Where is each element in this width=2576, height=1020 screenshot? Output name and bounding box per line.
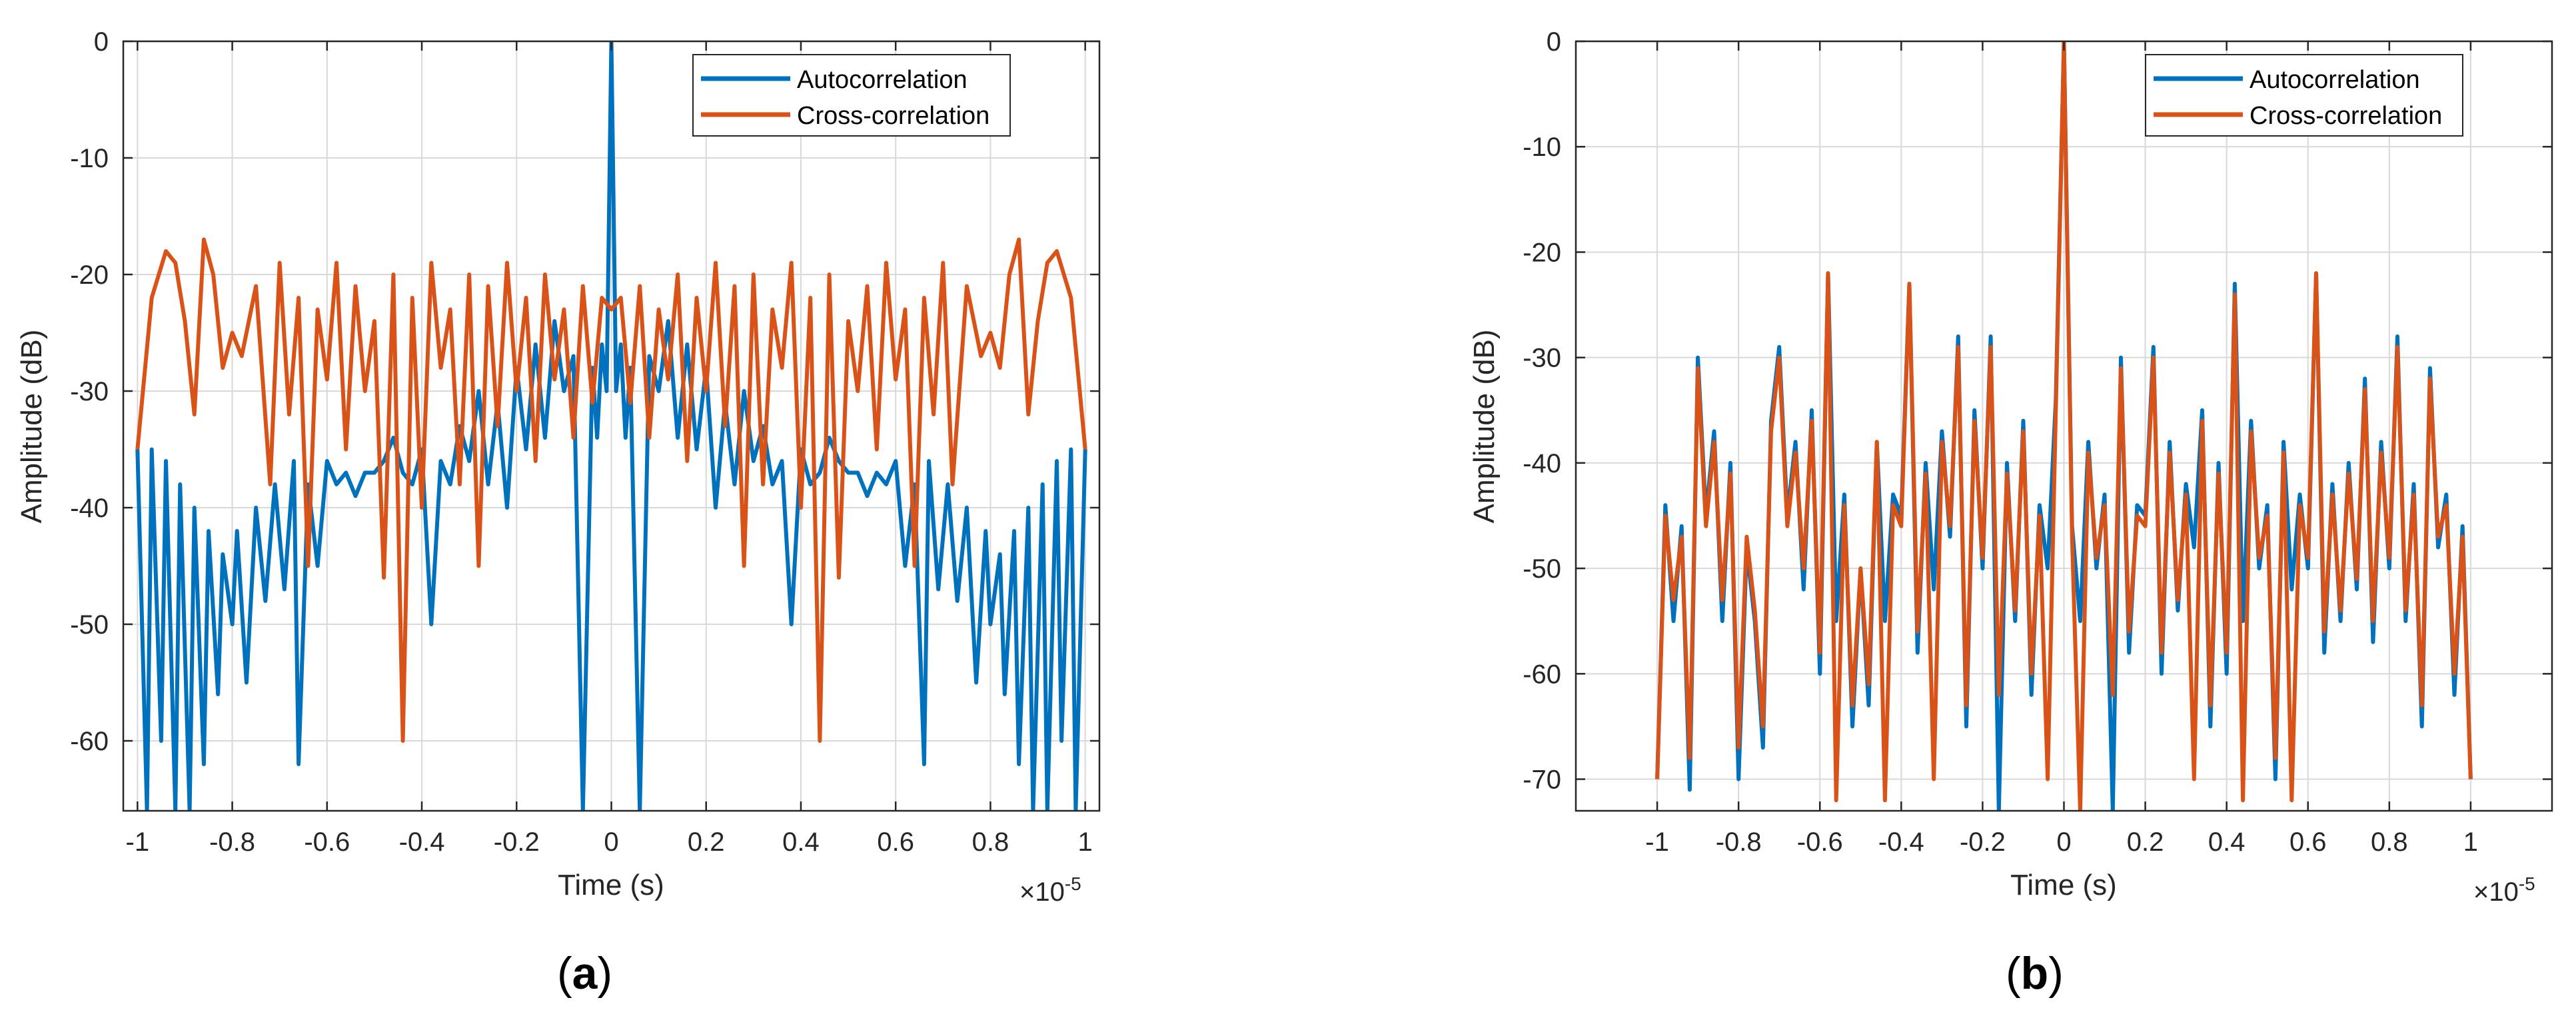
x-tick-label: -0.6 — [1797, 827, 1843, 857]
x-axis-label-b: Time (s) — [2010, 869, 2117, 901]
panel-label-b: b — [2021, 948, 2049, 999]
x-tick-label: 0 — [604, 827, 618, 857]
x-tick-label: 0.6 — [2289, 827, 2327, 857]
legend-label-cross-correlation-b: Cross-correlation — [2250, 102, 2442, 130]
y-tick-label: -20 — [1523, 238, 1561, 267]
series-line-cross-correlation — [1655, 41, 2473, 811]
x-tick-label: 0.4 — [2208, 827, 2246, 857]
chart-panel-a: -1 -0.8 -0.6 -0.4 -0.2 0 0.2 0.4 0.6 0.8 1 0 -10 -20 -… — [15, 27, 1101, 907]
y-tick-label: -60 — [70, 727, 109, 756]
ticks-a: -1 -0.8 -0.6 -0.4 -0.2 0 0.2 0.4 0.6 0.8 1 0 -10 -20 -… — [70, 27, 1099, 857]
y-tick-label: -40 — [70, 494, 109, 523]
y-tick-label: -50 — [1523, 554, 1561, 584]
caption-a: (a) — [557, 948, 612, 999]
x-tick-label: -0.8 — [209, 827, 255, 857]
y-tick-label: -40 — [1523, 449, 1561, 478]
series-group-b — [1655, 41, 2473, 811]
x-tick-label: 0.8 — [2371, 827, 2408, 857]
x-tick-label: -0.6 — [304, 827, 350, 857]
x-tick-label: -0.8 — [1716, 827, 1762, 857]
x-tick-label: 0.4 — [782, 827, 820, 857]
svg-text:(a): (a) — [557, 948, 612, 999]
x-tick-label: 0.2 — [688, 827, 725, 857]
x-tick-label: -1 — [1645, 827, 1669, 857]
y-tick-label: -50 — [70, 610, 109, 640]
svg-text:(b): (b) — [2006, 948, 2064, 999]
x-tick-label: -0.2 — [1960, 827, 2006, 857]
legend-box-b — [2145, 54, 2463, 137]
y-tick-label: -10 — [1523, 133, 1561, 162]
chart-panel-b: -1 -0.8 -0.6 -0.4 -0.2 0 0.2 0.4 0.6 0.8 1 0 -10 -20 -… — [1468, 27, 2553, 907]
y-tick-label: -60 — [1523, 660, 1561, 689]
x-tick-label: 0 — [2056, 827, 2071, 857]
x-axis-label-a: Time (s) — [558, 869, 664, 901]
y-tick-label: -30 — [1523, 344, 1561, 373]
legend-label-autocorrelation-a: Autocorrelation — [797, 66, 967, 94]
ticks-b: -1 -0.8 -0.6 -0.4 -0.2 0 0.2 0.4 0.6 0.8 1 0 -10 -20 -… — [1523, 27, 2552, 857]
series-line-autocorrelation — [135, 41, 1087, 811]
caption-b: (b) — [2006, 948, 2064, 999]
legend-label-autocorrelation-b: Autocorrelation — [2250, 66, 2420, 94]
x-tick-label: 0.8 — [972, 827, 1009, 857]
series-group-a — [135, 41, 1087, 811]
y-tick-label: -30 — [70, 377, 109, 406]
x-tick-label: 1 — [2463, 827, 2478, 857]
x-tick-label: -0.4 — [1878, 827, 1924, 857]
legend-box-a — [692, 54, 1011, 137]
panel-label-a: a — [572, 948, 598, 999]
y-tick-label: 0 — [1547, 27, 1561, 57]
x-tick-label: 0.6 — [877, 827, 914, 857]
x-tick-label: 1 — [1078, 827, 1093, 857]
x-tick-label: -1 — [126, 827, 150, 857]
x-tick-label: 0.2 — [2127, 827, 2164, 857]
legend-b: Autocorrelation Cross-correlation — [2145, 54, 2463, 137]
x-tick-label: -0.2 — [494, 827, 540, 857]
y-tick-label: -10 — [70, 144, 109, 173]
x-axis-exponent-a: ×10-5 — [1019, 873, 1081, 907]
y-tick-label: -20 — [70, 260, 109, 290]
legend-label-cross-correlation-a: Cross-correlation — [797, 102, 989, 130]
x-tick-label: -0.4 — [399, 827, 445, 857]
x-axis-exponent-b: ×10-5 — [2473, 873, 2535, 907]
legend-a: Autocorrelation Cross-correlation — [692, 54, 1011, 137]
y-axis-label-b: Amplitude (dB) — [1468, 329, 1501, 523]
y-tick-label: -70 — [1523, 765, 1561, 795]
y-tick-label: 0 — [94, 27, 109, 57]
y-axis-label-a: Amplitude (dB) — [15, 329, 48, 523]
series-line-cross-correlation — [135, 237, 1087, 743]
